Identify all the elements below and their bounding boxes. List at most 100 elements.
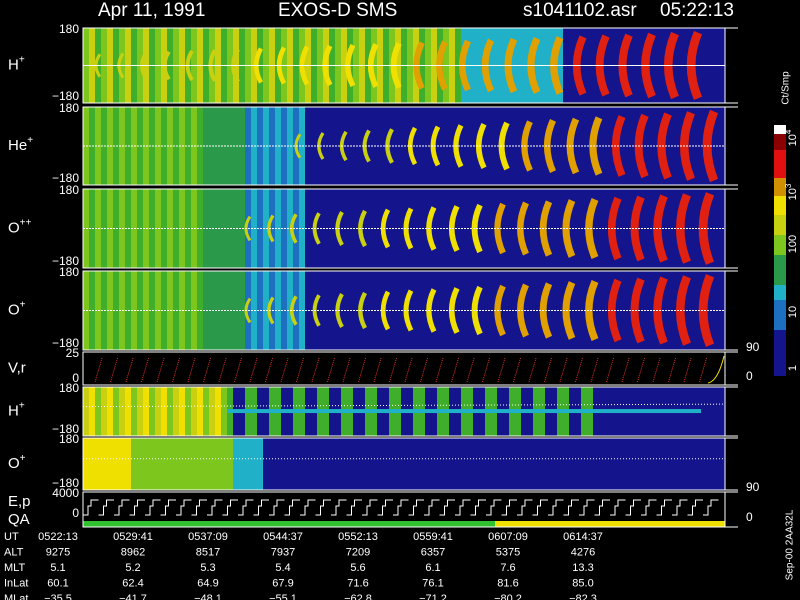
spectrogram-cell — [347, 409, 353, 414]
spectrogram-cell — [197, 438, 203, 490]
spectrogram-cell — [119, 387, 125, 436]
spectrogram-cell — [623, 438, 629, 490]
spectrogram-cell — [83, 387, 89, 436]
ephemeris-value: 5.3 — [200, 562, 215, 574]
panel-label-sup: + — [20, 299, 26, 310]
spectrogram-cell — [479, 438, 485, 490]
right-tick-label: 90 — [746, 480, 760, 494]
spectrogram-cell — [497, 438, 503, 490]
spectrogram-cell — [347, 438, 353, 490]
spectrogram-cell — [449, 438, 455, 490]
panel-frame — [82, 386, 726, 437]
spectrogram-cell — [557, 438, 563, 490]
spectrogram-cell — [353, 438, 359, 490]
spectrogram-cell — [89, 438, 95, 490]
pitch-trace — [125, 357, 134, 383]
panel-label-sup: ++ — [20, 217, 32, 228]
ephemeris-value: 6357 — [421, 546, 445, 558]
pitch-trace — [435, 357, 444, 383]
spectrogram-cell — [197, 387, 203, 436]
spectrogram-cell — [269, 409, 275, 414]
spectrogram-cell — [485, 438, 491, 490]
panel-label-sup: + — [20, 453, 26, 464]
panel-label-sup: + — [19, 400, 25, 411]
spectrogram-cell — [305, 438, 311, 490]
spectrogram-cell — [707, 387, 713, 436]
spectrogram-cell — [251, 409, 257, 414]
spectrogram-cell — [287, 438, 293, 490]
spectrogram-cell — [257, 438, 263, 490]
y-tick-label: 180 — [59, 265, 79, 279]
spectrogram-cell — [599, 409, 605, 414]
spectrogram-cell — [419, 438, 425, 490]
spectrogram-cell — [653, 409, 659, 414]
panel-label: He+ — [8, 135, 33, 154]
ephemeris-value: 0607:09 — [488, 531, 528, 543]
panel-label-text: O — [8, 455, 20, 472]
spectrogram-cell — [569, 409, 575, 414]
colorbar-segment — [774, 215, 786, 235]
pitch-trace — [575, 357, 583, 383]
right-tick-label: 90 — [746, 340, 760, 354]
spectrogram-cell — [659, 438, 665, 490]
spectrogram-cell — [671, 409, 677, 414]
spectrogram-cell — [215, 387, 221, 436]
date: Apr 11, 1991 — [98, 0, 205, 21]
spectrogram — [82, 28, 726, 527]
ephemeris-value: 62.4 — [122, 577, 143, 589]
ephemeris-row-name: InLat — [4, 577, 28, 589]
ephemeris-value: 5.6 — [350, 562, 365, 574]
spectrogram-cell — [461, 438, 467, 490]
ephemeris-value: 5375 — [496, 546, 520, 558]
spectrogram-cell — [95, 387, 101, 436]
spectrogram-cell — [479, 409, 485, 414]
spectrogram-cell — [593, 438, 599, 490]
spectrogram-cell — [221, 438, 227, 490]
pitch-trace — [342, 357, 351, 383]
pitch-trace — [389, 357, 397, 383]
spectrogram-cell — [719, 438, 725, 490]
spectrogram-cell — [143, 387, 149, 436]
spectrogram-cell — [377, 409, 383, 414]
pitch-trace — [590, 357, 599, 383]
spectrogram-cell — [281, 438, 287, 490]
y-tick-label: −180 — [52, 422, 79, 436]
spectrogram-cell — [395, 438, 401, 490]
spectrogram-cell — [335, 409, 341, 414]
ephemeris-value: −62.8 — [344, 593, 372, 600]
spectrogram-cell — [185, 438, 191, 490]
spectrogram-cell — [173, 438, 179, 490]
spectrogram-cell — [539, 438, 545, 490]
pitch-trace — [559, 357, 568, 383]
pitch-trace — [683, 357, 692, 383]
spectrogram-cell — [155, 438, 161, 490]
spectrogram-cell — [635, 409, 641, 414]
spectrogram-cell — [209, 438, 215, 490]
ephemeris-row-name: UT — [4, 531, 19, 543]
spectrogram-cell — [353, 409, 359, 414]
spectrogram-arc — [630, 195, 645, 262]
spectrogram-cell — [575, 409, 581, 414]
spectrogram-cell — [263, 409, 269, 414]
spectrogram-arc — [267, 296, 275, 325]
pitch-trace — [311, 357, 320, 383]
spectrogram-cell — [527, 409, 533, 414]
ephemeris-value: 0529:41 — [113, 531, 153, 543]
pitch-trace — [358, 357, 366, 383]
spectrogram-arc — [698, 274, 715, 347]
pitch-trace — [451, 357, 459, 383]
spectrogram-cell — [383, 438, 389, 490]
panel-label: H+ — [8, 400, 25, 419]
ephemeris-value: 13.3 — [572, 562, 593, 574]
y-tick-label: 180 — [59, 101, 79, 115]
spectrogram-cell — [443, 409, 449, 414]
spectrogram-cell — [293, 409, 299, 414]
spectrogram-cell — [377, 438, 383, 490]
y-tick-label: −180 — [52, 476, 79, 490]
spectrogram-cell — [581, 409, 587, 414]
spectrogram-cell — [245, 409, 251, 414]
spectrogram-cell — [617, 438, 623, 490]
spectrogram-cell — [659, 409, 665, 414]
colorbar-segment — [774, 196, 786, 215]
